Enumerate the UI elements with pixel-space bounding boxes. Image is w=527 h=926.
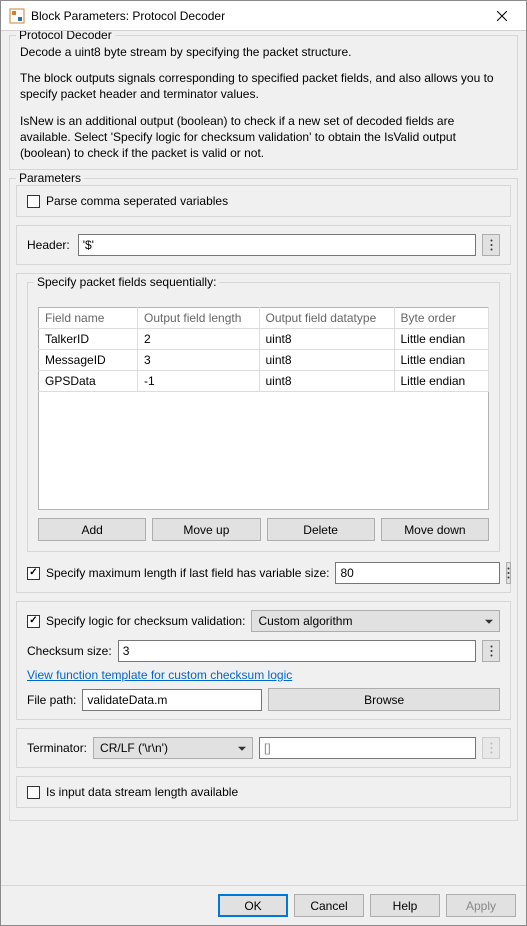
checksum-box: Specify logic for checksum validation: C… — [16, 601, 511, 720]
inputlen-checkbox-row[interactable]: Is input data stream length available — [27, 785, 500, 799]
header-input[interactable] — [78, 234, 476, 256]
col-datatype: Output field datatype — [259, 308, 394, 329]
parse-csv-checkbox-row[interactable]: Parse comma seperated variables — [27, 194, 500, 208]
checksum-checkbox[interactable] — [27, 615, 40, 628]
table-row[interactable]: GPSData -1 uint8 Little endian — [39, 371, 489, 392]
description-legend: Protocol Decoder — [16, 31, 115, 42]
terminator-label: Terminator: — [27, 741, 87, 755]
movedown-button[interactable]: Move down — [381, 518, 489, 541]
header-label: Header: — [27, 238, 72, 252]
col-fieldname: Field name — [39, 308, 138, 329]
apply-button[interactable]: Apply — [446, 894, 516, 917]
maxlen-checkbox-row[interactable]: Specify maximum length if last field has… — [27, 566, 329, 580]
view-template-link[interactable]: View function template for custom checks… — [27, 668, 292, 682]
delete-button[interactable]: Delete — [267, 518, 375, 541]
app-icon — [9, 8, 25, 24]
fields-legend: Specify packet fields sequentially: — [34, 275, 219, 289]
inputlen-box: Is input data stream length available — [16, 776, 511, 808]
terminator-custom-input[interactable] — [259, 737, 476, 759]
checksum-size-more-button[interactable] — [482, 640, 500, 662]
description-p1: Decode a uint8 byte stream by specifying… — [20, 44, 507, 60]
dialog-buttons: OK Cancel Help Apply — [1, 885, 526, 925]
help-button[interactable]: Help — [370, 894, 440, 917]
checksum-size-label: Checksum size: — [27, 644, 112, 658]
add-button[interactable]: Add — [38, 518, 146, 541]
checksum-checkbox-row[interactable]: Specify logic for checksum validation: — [27, 614, 245, 628]
inputlen-label: Is input data stream length available — [46, 785, 238, 799]
table-row[interactable]: MessageID 3 uint8 Little endian — [39, 350, 489, 371]
parse-csv-checkbox[interactable] — [27, 195, 40, 208]
maxlen-checkbox[interactable] — [27, 567, 40, 580]
ok-button[interactable]: OK — [218, 894, 288, 917]
dialog-content: Protocol Decoder Decode a uint8 byte str… — [1, 31, 526, 885]
fields-table[interactable]: Field name Output field length Output fi… — [38, 307, 489, 392]
close-button[interactable] — [479, 2, 524, 30]
cancel-button[interactable]: Cancel — [294, 894, 364, 917]
filepath-input[interactable] — [82, 689, 262, 711]
checksum-label: Specify logic for checksum validation: — [46, 614, 245, 628]
description-group: Protocol Decoder Decode a uint8 byte str… — [9, 35, 518, 170]
fields-outer-box: Specify packet fields sequentially: Fiel… — [16, 273, 511, 593]
parse-csv-label: Parse comma seperated variables — [46, 194, 228, 208]
maxlen-more-button[interactable] — [506, 562, 511, 584]
col-byteorder: Byte order — [394, 308, 489, 329]
table-row[interactable]: TalkerID 2 uint8 Little endian — [39, 329, 489, 350]
header-more-button[interactable] — [482, 234, 500, 256]
maxlen-input[interactable] — [335, 562, 500, 584]
parameters-group: Parameters Parse comma seperated variabl… — [9, 178, 518, 821]
col-length: Output field length — [138, 308, 260, 329]
inputlen-checkbox[interactable] — [27, 786, 40, 799]
checksum-algo-select[interactable]: Custom algorithm — [251, 610, 500, 632]
maxlen-label: Specify maximum length if last field has… — [46, 566, 329, 580]
terminator-select[interactable]: CR/LF ('\r\n') — [93, 737, 253, 759]
parse-csv-box: Parse comma seperated variables — [16, 185, 511, 217]
description-p3: IsNew is an additional output (boolean) … — [20, 113, 507, 162]
header-box: Header: — [16, 225, 511, 265]
description-p2: The block outputs signals corresponding … — [20, 70, 507, 102]
filepath-label: File path: — [27, 693, 76, 707]
table-empty-area — [38, 392, 489, 510]
terminator-box: Terminator: CR/LF ('\r\n') — [16, 728, 511, 768]
parameters-legend: Parameters — [16, 171, 84, 185]
fields-group: Specify packet fields sequentially: Fiel… — [27, 282, 500, 552]
dialog-window: Block Parameters: Protocol Decoder Proto… — [0, 0, 527, 926]
titlebar: Block Parameters: Protocol Decoder — [1, 1, 526, 31]
terminator-more-button[interactable] — [482, 737, 500, 759]
moveup-button[interactable]: Move up — [152, 518, 260, 541]
window-title: Block Parameters: Protocol Decoder — [31, 9, 479, 23]
browse-button[interactable]: Browse — [268, 688, 500, 711]
checksum-size-input[interactable] — [118, 640, 476, 662]
